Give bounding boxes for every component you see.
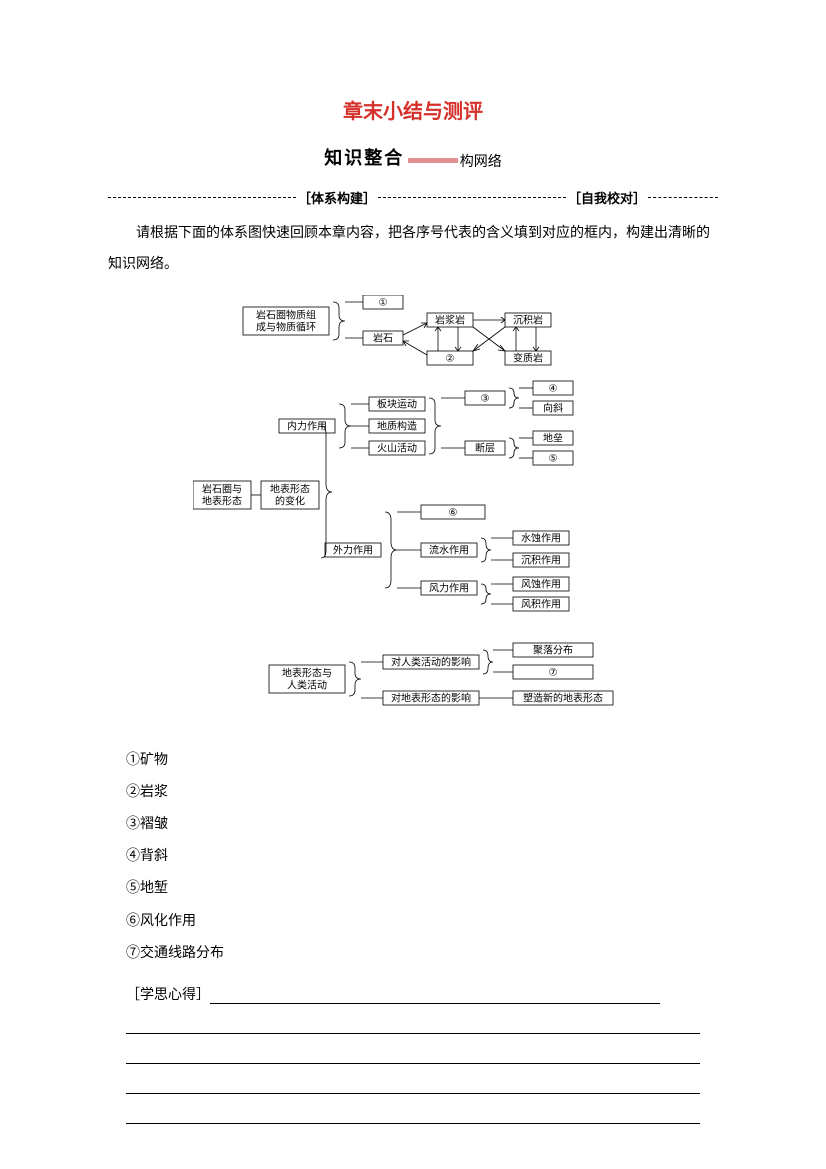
subtitle-main: 知识整合 [324, 148, 404, 168]
node-juluo: 聚落分布 [533, 644, 573, 656]
node-duanc: 断层 [475, 441, 495, 454]
node-circle5: ⑤ [549, 453, 558, 464]
node-chenji: 沉积作用 [521, 553, 561, 566]
node-root2b1: 地表形态 [270, 482, 310, 495]
node-huoshan: 火山活动 [377, 442, 417, 454]
node-dilei: 地垒 [543, 431, 563, 444]
node-duidibiao: 对地表形态的影响 [391, 691, 471, 704]
note-line [126, 1094, 700, 1124]
node-root1b: 成与物质循环 [256, 320, 316, 333]
node-fengshi: 风蚀作用 [521, 577, 561, 590]
node-fengji: 风积作用 [521, 598, 561, 610]
subtitle-sub: 构网络 [460, 155, 502, 170]
node-circle6: ⑥ [449, 507, 458, 518]
notes-label: ［学思心得］ [126, 988, 210, 1003]
decor-bar [408, 158, 458, 163]
node-root1a: 岩石圈物质组 [256, 308, 316, 321]
node-circle7: ⑦ [549, 667, 558, 678]
section-left-label: ［体系构建］ [296, 188, 378, 207]
node-liushui: 流水作用 [429, 543, 469, 556]
node-root2b2: 的变化 [275, 494, 305, 507]
answer-4: ④背斜 [126, 841, 718, 873]
node-chenjiy: 沉积岩 [513, 313, 543, 326]
answer-6: ⑥风化作用 [126, 906, 718, 938]
notes-block: ［学思心得］ [108, 974, 718, 1124]
node-root3a: 地表形态与 [282, 666, 332, 679]
node-yanshi: 岩石 [373, 331, 393, 344]
note-line [210, 974, 660, 1004]
note-line [126, 1004, 700, 1034]
answer-list: ①矿物 ②岩浆 ③褶皱 ④背斜 ⑤地堑 ⑥风化作用 ⑦交通线路分布 [126, 745, 718, 970]
node-circle2: ② [446, 353, 455, 364]
node-bankuai: 板块运动 [377, 397, 417, 410]
node-xiangxie: 向斜 [543, 401, 563, 414]
node-suzao: 塑造新的地表形态 [523, 691, 603, 704]
page-title: 章末小结与测评 [108, 95, 718, 124]
section-divider: ［体系构建］ ［自我校对］ [108, 188, 718, 207]
note-line [126, 1034, 700, 1064]
answer-3: ③褶皱 [126, 809, 718, 841]
node-shuishi: 水蚀作用 [521, 531, 561, 544]
node-duiren: 对人类活动的影响 [391, 655, 471, 668]
answer-2: ②岩浆 [126, 777, 718, 809]
node-root2a1: 岩石圈与 [202, 482, 242, 495]
node-waili: 外力作用 [333, 543, 373, 556]
node-fengli: 风力作用 [429, 581, 469, 594]
node-root2a2: 地表形态 [202, 494, 242, 507]
subtitle-block: 知识整合 构网络 [108, 144, 718, 170]
answer-1: ①矿物 [126, 745, 718, 777]
section-right-label: ［自我校对］ [566, 188, 648, 207]
node-neili: 内力作用 [287, 419, 327, 432]
node-yanjiangy: 岩浆岩 [435, 313, 465, 326]
node-circle3: ③ [481, 393, 490, 404]
intro-paragraph: 请根据下面的体系图快速回顾本章内容，把各序号代表的含义填到对应的框内，构建出清晰… [108, 219, 718, 281]
note-line [126, 1064, 700, 1094]
concept-diagram: 岩石圈物质组 成与物质循环 ① 岩石 岩浆岩 沉积岩 ② 变质岩 内力作用 板块… [193, 295, 633, 733]
node-circle1: ① [379, 297, 388, 308]
node-bianzhiy: 变质岩 [513, 351, 543, 364]
node-circle4: ④ [549, 383, 558, 394]
node-root3b: 人类活动 [287, 678, 327, 691]
answer-7: ⑦交通线路分布 [126, 938, 718, 970]
answer-5: ⑤地堑 [126, 873, 718, 905]
node-dizhi: 地质构造 [377, 419, 417, 432]
